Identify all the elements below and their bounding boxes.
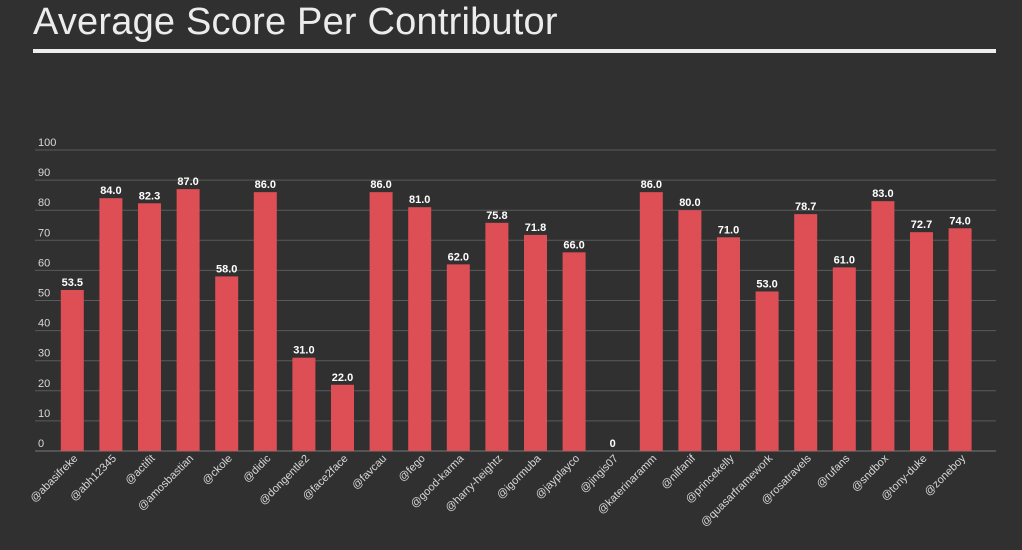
x-axis-labels: @abasifreke@abh12345 @actifit@amosbastian… <box>28 452 968 529</box>
data-label: 71.8 <box>525 222 546 234</box>
bar <box>331 384 354 451</box>
bar <box>524 234 547 451</box>
bar <box>910 232 933 451</box>
data-label: 80.0 <box>679 197 700 209</box>
data-label: 86.0 <box>255 179 276 191</box>
data-label: 74.0 <box>949 215 970 227</box>
bar <box>678 210 702 451</box>
y-tick-label: 10 <box>38 408 50 420</box>
data-label: 58.0 <box>216 263 237 275</box>
bar <box>99 198 123 451</box>
x-category-label: @ckole <box>200 453 235 488</box>
data-label: 31.0 <box>293 345 314 357</box>
bar <box>253 192 277 451</box>
data-label: 66.0 <box>563 239 584 251</box>
y-tick-label: 70 <box>38 227 50 239</box>
bar <box>446 264 470 451</box>
y-tick-label: 100 <box>38 137 56 149</box>
data-label: 72.7 <box>911 219 932 231</box>
bar <box>215 276 239 451</box>
data-label: 82.3 <box>139 190 160 202</box>
bar <box>755 291 779 451</box>
y-tick-label: 0 <box>38 438 44 450</box>
data-label: 84.0 <box>100 185 121 197</box>
y-tick-label: 40 <box>38 318 50 330</box>
chart-title: Average Score Per Contributor <box>33 1 558 43</box>
data-label: 78.7 <box>795 201 816 213</box>
bar <box>562 252 586 451</box>
bar <box>138 203 161 451</box>
data-label: 53.5 <box>62 277 83 289</box>
data-label: 87.0 <box>177 176 198 188</box>
x-category-label: @fego <box>396 453 428 485</box>
data-label: 0 <box>610 438 616 450</box>
data-label: 62.0 <box>448 251 469 263</box>
x-category-label: @quasarframework <box>699 452 776 529</box>
y-tick-label: 90 <box>38 167 50 179</box>
bar <box>871 201 895 451</box>
title-underline <box>33 49 996 53</box>
x-category-label: @favcau <box>350 453 389 492</box>
x-category-label: @nilfanif <box>659 452 699 492</box>
bar <box>60 289 84 451</box>
x-category-label: @zoneboy <box>922 452 968 498</box>
bar <box>832 267 856 451</box>
bar <box>369 192 393 451</box>
bar <box>485 222 509 451</box>
y-axis-ticks: 0 10 20 30 40 50 60 70 80 90 100 <box>38 137 56 450</box>
bar <box>948 228 972 451</box>
y-tick-label: 30 <box>38 348 50 360</box>
data-label: 71.0 <box>718 224 739 236</box>
x-category-label: @rufans <box>814 452 852 490</box>
bar <box>292 357 316 451</box>
bar <box>794 214 818 451</box>
data-label: 75.8 <box>486 210 507 222</box>
data-label: 81.0 <box>409 194 430 206</box>
bar <box>717 237 740 451</box>
data-label: 53.0 <box>756 278 777 290</box>
data-label: 86.0 <box>641 179 662 191</box>
bar <box>176 189 200 451</box>
data-labels: 53.5 84.0 82.3 87.0 58.0 86.0 31.0 22.0 86.0 81.0… <box>62 176 971 450</box>
x-category-label: @didic <box>241 452 274 485</box>
bars <box>60 189 972 451</box>
data-label: 61.0 <box>834 254 855 266</box>
data-label: 22.0 <box>332 372 353 384</box>
y-tick-label: 80 <box>38 197 50 209</box>
data-label: 86.0 <box>370 179 391 191</box>
bar <box>639 192 663 451</box>
bar <box>408 207 432 451</box>
y-tick-label: 60 <box>38 257 50 269</box>
y-tick-label: 50 <box>38 288 50 300</box>
y-tick-label: 20 <box>38 378 50 390</box>
data-label: 83.0 <box>872 188 893 200</box>
x-category-label: @actifit <box>123 453 158 488</box>
